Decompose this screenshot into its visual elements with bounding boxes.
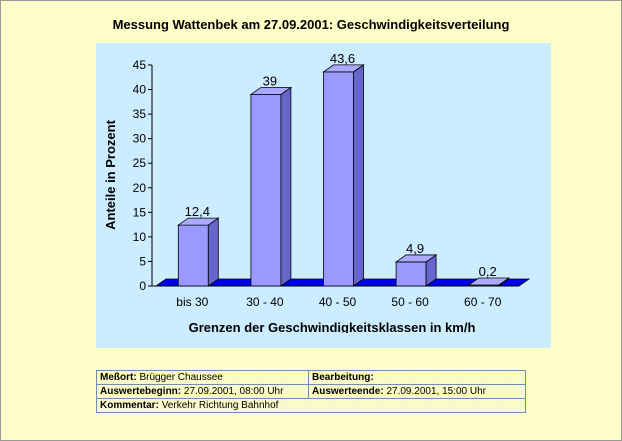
chart-title: Messung Wattenbek am 27.09.2001: Geschwi…: [112, 17, 510, 32]
y-tick-label: 15: [133, 205, 147, 219]
info-row-time: Auswertebeginn: 27.09.2001, 08:00 Uhr Au…: [96, 384, 526, 399]
bars: [177, 64, 510, 287]
bearbeitung-cell: Bearbeitung:: [308, 370, 526, 385]
y-tick-label: 40: [133, 83, 147, 97]
kommentar-value: Verkehr Richtung Bahnhof: [161, 400, 279, 411]
data-labels: 12,4 39 43,6 4,9 0,2: [185, 51, 497, 279]
bar-chart: 0 5 10 15 20 25 30 35 40 45 12,4 39 43,6 4,9 0,2 bis …: [103, 51, 531, 333]
bar: [249, 86, 293, 287]
auswerteende-cell: Auswerteende: 27.09.2001, 15:00 Uhr: [308, 384, 526, 399]
auswertebeginn-cell: Auswertebeginn: 27.09.2001, 08:00 Uhr: [96, 384, 309, 399]
bar-side: [207, 217, 219, 287]
bar-top: [322, 64, 365, 73]
x-axis-title: Grenzen der Geschwindigkeitsklassen in k…: [189, 320, 476, 333]
bar-side: [280, 86, 292, 287]
bar: [394, 254, 438, 287]
messort-cell: Meßort: Brügger Chaussee: [96, 370, 309, 385]
bar-top: [394, 254, 438, 263]
kommentar-label: Kommentar:: [100, 400, 159, 411]
info-row-location: Meßort: Brügger Chaussee Bearbeitung:: [96, 370, 526, 385]
y-axis: 0 5 10 15 20 25 30 35 40 45: [133, 58, 153, 293]
data-label: 4,9: [406, 241, 424, 256]
y-tick-label: 45: [133, 58, 147, 72]
bar-front: [395, 261, 427, 287]
bar-side: [353, 64, 364, 287]
y-tick-label: 20: [133, 181, 147, 195]
bearbeitung-label: Bearbeitung:: [312, 372, 374, 383]
x-tick-label: 60 - 70: [464, 295, 502, 309]
measurement-info-table: Meßort: Brügger Chaussee Bearbeitung: Au…: [96, 370, 526, 413]
bar: [177, 217, 220, 287]
y-tick-label: 25: [133, 156, 147, 170]
y-axis-title: Anteile in Prozent: [103, 119, 118, 229]
auswertebeginn-value: 27.09.2001, 08:00 Uhr: [183, 386, 284, 397]
info-row-comment: Kommentar: Verkehr Richtung Bahnhof: [96, 398, 526, 413]
data-label: 39: [263, 73, 277, 88]
bar-top: [249, 87, 293, 95]
y-tick-label: 10: [133, 230, 147, 244]
data-label: 12,4: [185, 204, 210, 219]
auswerteende-label: Auswerteende:: [312, 386, 384, 397]
data-label: 43,6: [330, 51, 355, 66]
y-tick-label: 35: [133, 107, 147, 121]
bar-top: [467, 277, 510, 286]
y-tick-label: 0: [139, 279, 146, 293]
bar-top: [177, 217, 220, 226]
auswerteende-value: 27.09.2001, 15:00 Uhr: [386, 386, 486, 397]
bar-front: [323, 71, 354, 287]
data-label: 0,2: [479, 264, 497, 279]
messort-label: Meßort:: [100, 372, 137, 383]
y-tick-label: 5: [139, 254, 146, 268]
bar: [467, 277, 510, 287]
x-axis-ticks: bis 30 30 - 40 40 - 50 50 - 60 60 - 70: [176, 295, 501, 309]
bar-front: [177, 224, 209, 287]
bar-front: [250, 94, 282, 287]
x-tick-label: 50 - 60: [391, 295, 429, 309]
bar: [322, 64, 365, 287]
messort-value: Brügger Chaussee: [139, 372, 223, 383]
x-tick-label: bis 30: [176, 295, 208, 309]
kommentar-cell: Kommentar: Verkehr Richtung Bahnhof: [96, 398, 526, 413]
y-tick-label: 30: [133, 132, 147, 146]
x-tick-label: 40 - 50: [319, 295, 357, 309]
auswertebeginn-label: Auswertebeginn:: [100, 386, 182, 397]
x-tick-label: 30 - 40: [246, 295, 284, 309]
